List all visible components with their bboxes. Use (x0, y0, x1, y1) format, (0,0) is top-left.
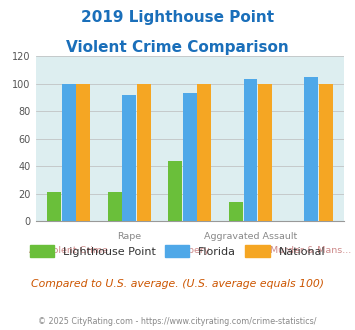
Bar (304, 77, 318, 221)
Text: Violent Crime Comparison: Violent Crime Comparison (66, 40, 289, 54)
Text: Compared to U.S. average. (U.S. average equals 100): Compared to U.S. average. (U.S. average … (31, 279, 324, 289)
Bar (258, 83, 272, 221)
Text: © 2025 CityRating.com - https://www.cityrating.com/crime-statistics/: © 2025 CityRating.com - https://www.city… (38, 317, 317, 326)
Bar (168, 161, 182, 221)
Bar (62, 83, 76, 221)
Text: All Violent Crime: All Violent Crime (29, 246, 108, 255)
Bar (229, 202, 243, 221)
Text: Aggravated Assault: Aggravated Assault (204, 232, 297, 241)
Text: 2019 Lighthouse Point: 2019 Lighthouse Point (81, 10, 274, 25)
Bar (244, 80, 257, 221)
Text: Rape: Rape (117, 232, 141, 241)
Bar (108, 192, 122, 221)
Bar (137, 83, 151, 221)
Bar (76, 83, 90, 221)
Bar (122, 95, 136, 221)
Legend: Lighthouse Point, Florida, National: Lighthouse Point, Florida, National (30, 245, 325, 257)
Text: Robbery: Robbery (170, 246, 210, 255)
Bar (197, 83, 212, 221)
Text: Murder & Mans...: Murder & Mans... (271, 246, 352, 255)
Bar (47, 192, 61, 221)
Bar (183, 93, 197, 221)
Bar (319, 83, 333, 221)
